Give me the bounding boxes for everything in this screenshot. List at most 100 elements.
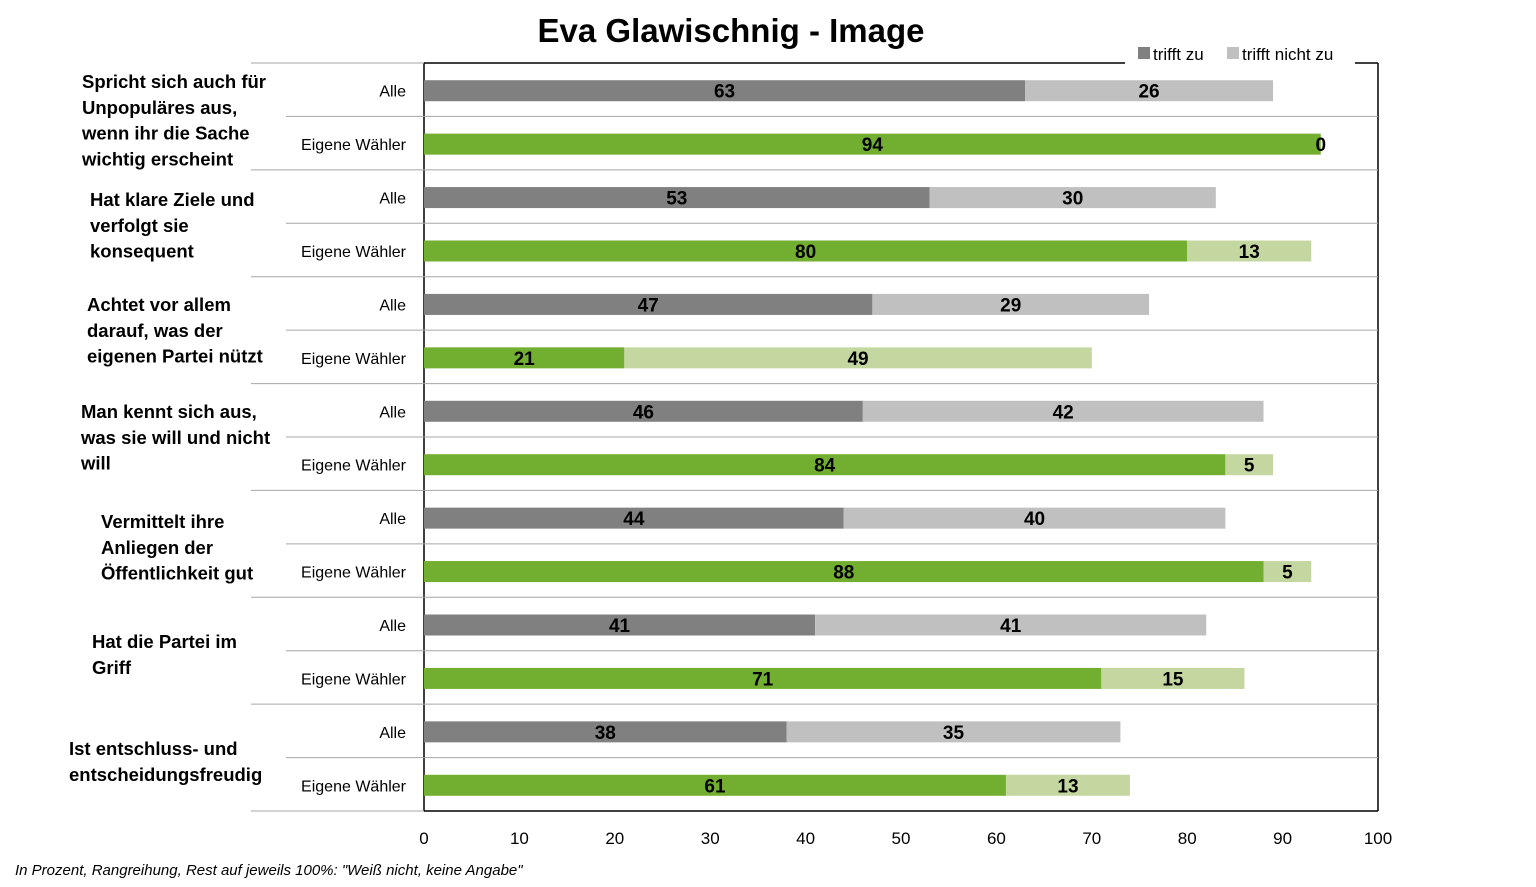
legend-label-trifft-zu: trifft zu bbox=[1153, 45, 1204, 64]
bar-trifft-zu bbox=[424, 293, 873, 315]
data-label-trifft-nicht-zu: 0 bbox=[1315, 135, 1326, 156]
legend-swatch-trifft-zu bbox=[1138, 47, 1150, 59]
row-label: Alle bbox=[379, 84, 406, 101]
x-tick-label: 100 bbox=[1364, 829, 1392, 848]
x-tick-label: 60 bbox=[987, 829, 1006, 848]
category-label: Achtet vor allem bbox=[87, 294, 231, 315]
bars bbox=[424, 80, 1321, 796]
x-tick-label: 0 bbox=[419, 829, 428, 848]
data-label-trifft-nicht-zu: 49 bbox=[847, 349, 868, 370]
data-label-trifft-zu: 63 bbox=[714, 82, 735, 103]
data-label-trifft-nicht-zu: 15 bbox=[1162, 669, 1184, 690]
category-label: Hat die Partei im bbox=[92, 631, 237, 652]
data-label-trifft-nicht-zu: 5 bbox=[1282, 563, 1293, 584]
bar-trifft-zu bbox=[424, 721, 787, 743]
bar-trifft-nicht-zu bbox=[1263, 561, 1312, 583]
bar-trifft-nicht-zu bbox=[1225, 454, 1274, 476]
bar-trifft-nicht-zu bbox=[1187, 240, 1312, 262]
bar-trifft-nicht-zu bbox=[1101, 667, 1245, 689]
data-label-trifft-nicht-zu: 13 bbox=[1239, 242, 1260, 263]
x-tick-label: 20 bbox=[605, 829, 624, 848]
bar-trifft-nicht-zu bbox=[786, 721, 1121, 743]
category-label: Vermittelt ihre bbox=[101, 511, 224, 532]
row-label: Eigene Wähler bbox=[301, 671, 407, 688]
row-label: Alle bbox=[379, 618, 406, 635]
bar-trifft-nicht-zu bbox=[872, 293, 1150, 315]
row-label: Eigene Wähler bbox=[301, 458, 407, 475]
data-label-trifft-nicht-zu: 42 bbox=[1053, 402, 1074, 423]
bar-trifft-zu bbox=[424, 507, 844, 529]
bar-trifft-nicht-zu bbox=[624, 347, 1092, 369]
bar-trifft-zu bbox=[424, 133, 1321, 155]
data-label-trifft-nicht-zu: 35 bbox=[943, 723, 965, 744]
category-label: Ist entschluss- und bbox=[69, 738, 238, 759]
data-label-trifft-zu: 41 bbox=[609, 616, 631, 637]
category-label: was sie will und nicht bbox=[80, 427, 270, 448]
bar-trifft-nicht-zu bbox=[862, 400, 1264, 422]
data-label-trifft-zu: 80 bbox=[795, 242, 816, 263]
data-label-trifft-zu: 94 bbox=[862, 135, 884, 156]
row-label: Alle bbox=[379, 725, 406, 742]
legend: trifft zu trifft nicht zu bbox=[1138, 45, 1333, 64]
row-label: Eigene Wähler bbox=[301, 351, 407, 368]
bar-trifft-zu bbox=[424, 774, 1006, 796]
category-label: wichtig erscheint bbox=[81, 148, 233, 169]
data-label-trifft-nicht-zu: 26 bbox=[1138, 82, 1159, 103]
category-label: Spricht sich auch für bbox=[82, 71, 266, 92]
category-label: Hat klare Ziele und bbox=[90, 189, 255, 210]
bar-trifft-zu bbox=[424, 667, 1102, 689]
labels: 0 10 20 30 40 50 60 70 80 90 100 63 26 Alle 94 0 Eigene … bbox=[69, 71, 1392, 848]
footnote: In Prozent, Rangreihung, Rest auf jeweil… bbox=[15, 862, 523, 879]
x-tick-label: 10 bbox=[510, 829, 529, 848]
data-label-trifft-zu: 84 bbox=[814, 456, 836, 477]
row-label: Eigene Wähler bbox=[301, 244, 407, 261]
data-label-trifft-nicht-zu: 29 bbox=[1000, 295, 1021, 316]
category-label: verfolgt sie bbox=[90, 215, 189, 236]
data-label-trifft-zu: 46 bbox=[633, 402, 654, 423]
row-label: Alle bbox=[379, 297, 406, 314]
x-tick-label: 80 bbox=[1178, 829, 1197, 848]
grid-lines bbox=[251, 62, 1379, 812]
x-tick-label: 50 bbox=[892, 829, 911, 848]
category-label: eigenen Partei nützt bbox=[87, 346, 263, 367]
row-label: Eigene Wähler bbox=[301, 565, 407, 582]
category-label: konsequent bbox=[90, 241, 194, 262]
category-label: Unpopuläres aus, bbox=[82, 97, 237, 118]
x-tick-label: 40 bbox=[796, 829, 815, 848]
x-tick-label: 70 bbox=[1082, 829, 1101, 848]
legend-label-trifft-nicht-zu: trifft nicht zu bbox=[1242, 45, 1333, 64]
row-label: Alle bbox=[379, 191, 406, 208]
bar-trifft-nicht-zu bbox=[1025, 80, 1274, 102]
category-label: Anliegen der bbox=[101, 537, 213, 558]
bar-trifft-zu bbox=[424, 454, 1226, 476]
data-label-trifft-zu: 53 bbox=[666, 189, 687, 210]
data-label-trifft-nicht-zu: 5 bbox=[1244, 456, 1255, 477]
data-label-trifft-nicht-zu: 30 bbox=[1062, 189, 1083, 210]
row-label: Alle bbox=[379, 404, 406, 421]
row-label: Alle bbox=[379, 511, 406, 528]
row-label: Eigene Wähler bbox=[301, 778, 407, 795]
legend-swatch-trifft-nicht-zu bbox=[1227, 47, 1239, 59]
bar-trifft-nicht-zu bbox=[929, 187, 1216, 209]
category-label: Man kennt sich aus, bbox=[81, 401, 257, 422]
category-label: Öffentlichkeit gut bbox=[101, 563, 253, 584]
bar-trifft-zu bbox=[424, 80, 1026, 102]
data-label-trifft-zu: 71 bbox=[752, 669, 774, 690]
x-tick-label: 90 bbox=[1273, 829, 1292, 848]
row-label: Eigene Wähler bbox=[301, 137, 407, 154]
data-label-trifft-nicht-zu: 13 bbox=[1057, 776, 1078, 797]
data-label-trifft-zu: 44 bbox=[623, 509, 645, 530]
chart-title: Eva Glawischnig - Image bbox=[538, 12, 925, 49]
category-label: entscheidungsfreudig bbox=[69, 764, 262, 785]
category-label: wenn ihr die Sache bbox=[81, 123, 250, 144]
data-label-trifft-zu: 88 bbox=[833, 563, 854, 584]
data-label-trifft-zu: 61 bbox=[704, 776, 726, 797]
bar-trifft-zu bbox=[424, 187, 930, 209]
bar-trifft-nicht-zu bbox=[843, 507, 1226, 529]
bar-trifft-zu bbox=[424, 561, 1264, 583]
bar-trifft-nicht-zu bbox=[815, 614, 1207, 636]
bar-trifft-zu bbox=[424, 240, 1188, 262]
bar-trifft-zu bbox=[424, 614, 816, 636]
bar-trifft-nicht-zu bbox=[1005, 774, 1130, 796]
